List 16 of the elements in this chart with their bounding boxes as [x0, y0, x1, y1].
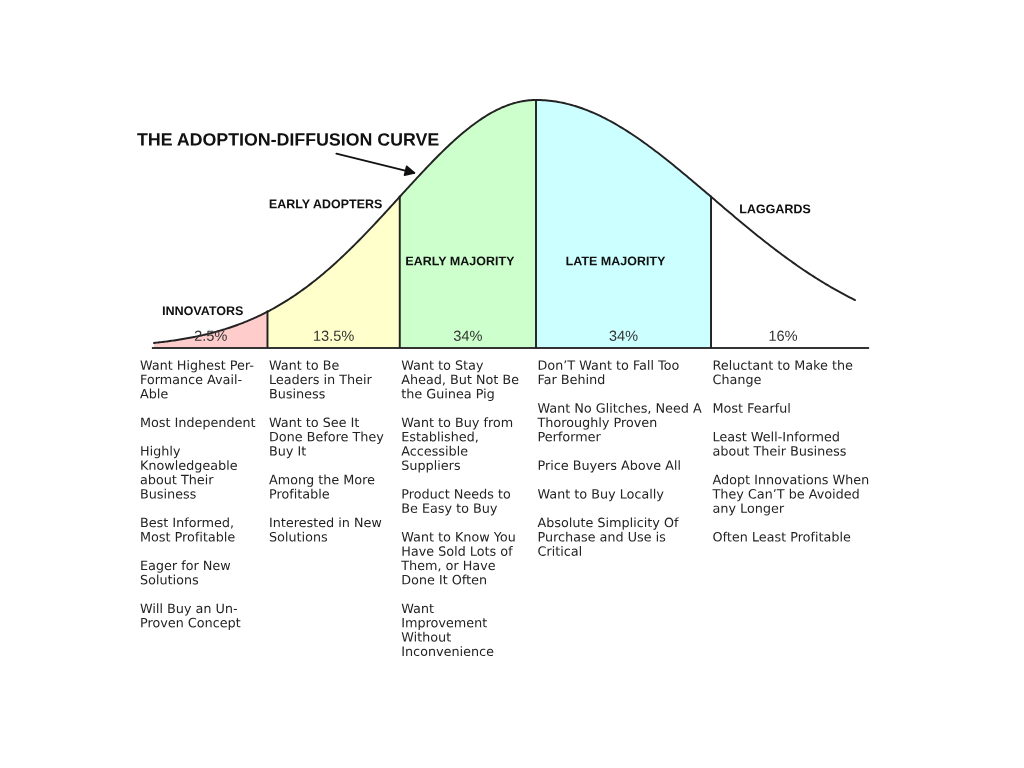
data-label: 2.5%	[194, 330, 227, 341]
text: Don’T Want to Fall Too Far Behind Want No Glitches, Need A Thoroughly Proven Performer Price Buyers Above All Want to Buy Locally Absolute Simplicity Of Purchase and Use is Critical	[537, 360, 702, 556]
text: Reluctant to Make the Change Most Fearful Least Well-Informed about Their Business Adopt Innovations When They Can’T be Avoided any Longer Often Least Profitable	[712, 360, 869, 542]
text: Want Highest Per- Formance Avail- Able Most Independent Highly Knowledgeable about Their Business Best Informed, Most Profitable Eager for New Solutions Will Buy an Un- Proven Concept	[140, 360, 256, 630]
data-label: 34%	[453, 330, 482, 341]
text: THE ADOPTION-DIFFUSION CURVE	[137, 133, 439, 146]
text: Want to Stay Ahead, But Not Be the Guinea Pig Want to Buy from Established, Accessible Suppliers Product Needs to Be Easy to Buy Want to Know You Have Sold Lots of Them, or Have Done It Often Want Improvement Without Inconvenience	[401, 360, 519, 657]
category-label: INNOVATORS	[162, 306, 243, 316]
category-label: EARLY MAJORITY	[406, 256, 515, 266]
category-label: EARLY ADOPTERS	[269, 199, 382, 209]
data-label: 16%	[769, 330, 798, 341]
data-label: 34%	[609, 330, 638, 341]
data-label: 13.5%	[314, 330, 354, 341]
text: Want to Be Leaders in Their Business Want to See It Done Before They Buy It Among the More Profitable Interested in New Solutions	[269, 360, 384, 542]
category-label: LAGGARDS	[740, 204, 811, 214]
category-label: LATE MAJORITY	[566, 256, 666, 266]
